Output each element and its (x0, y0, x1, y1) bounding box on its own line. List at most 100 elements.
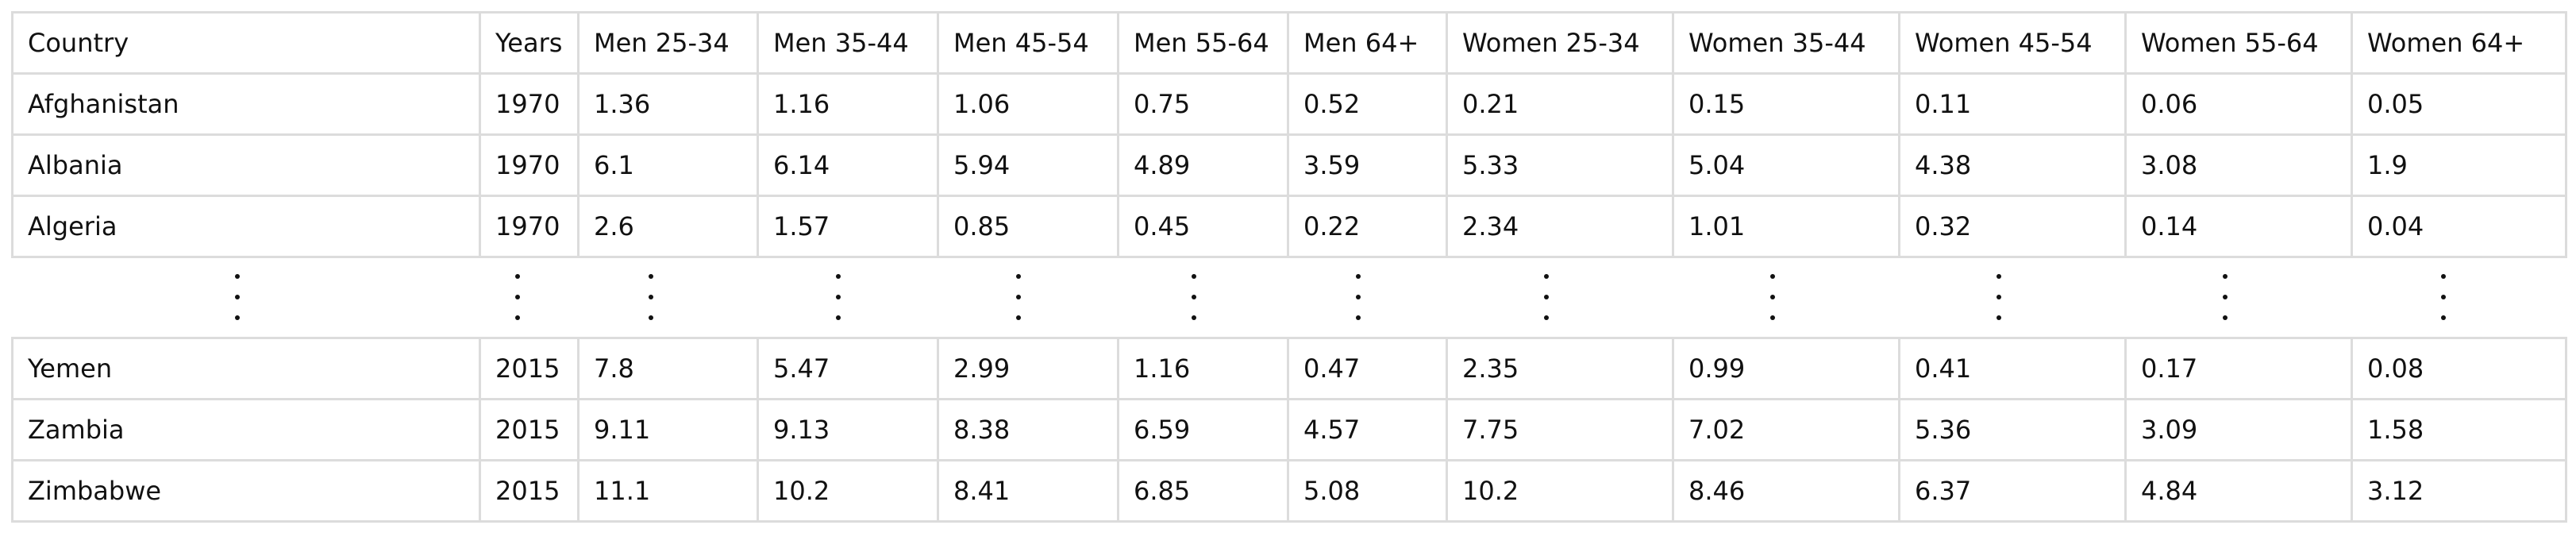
table-cell: 1970 (479, 72, 580, 136)
table-cell: 2015 (479, 459, 580, 523)
table-cell: 1.16 (757, 72, 939, 136)
table-cell: 0.15 (1672, 72, 1900, 136)
table-cell: 9.11 (577, 398, 759, 461)
vertical-ellipsis-icon (1015, 274, 1021, 320)
table-cell: 5.94 (937, 133, 1119, 197)
table-cell: 5.33 (1446, 133, 1674, 197)
table-cell: 4.57 (1287, 398, 1448, 461)
vertical-ellipsis-icon (835, 274, 841, 320)
vertical-ellipsis-icon (1543, 274, 1549, 320)
table-cell: 1.9 (2351, 133, 2567, 197)
table-cell: 0.47 (1287, 337, 1448, 400)
table-cell: 1970 (479, 133, 580, 197)
data-table: Country Years Men 25-34 Men 35-44 Men 45… (11, 11, 2567, 523)
table-row: Albania 1970 6.1 6.14 5.94 4.89 3.59 5.3… (11, 133, 2567, 197)
table-cell: 0.45 (1117, 195, 1289, 258)
table-cell: 1.57 (757, 195, 939, 258)
table-cell: 6.59 (1117, 398, 1289, 461)
table-cell: 7.02 (1672, 398, 1900, 461)
table-cell: 9.13 (757, 398, 939, 461)
column-header-women-55-64: Women 55-64 (2124, 11, 2353, 75)
table-cell: 8.41 (937, 459, 1119, 523)
table-cell: 0.52 (1287, 72, 1448, 136)
column-header-men-55-64: Men 55-64 (1117, 11, 1289, 75)
table-cell: 2015 (479, 337, 580, 400)
table-cell: 3.08 (2124, 133, 2353, 197)
table-cell: 0.06 (2124, 72, 2353, 136)
table-row: Afghanistan 1970 1.36 1.16 1.06 0.75 0.5… (11, 72, 2567, 136)
table-cell: 8.38 (937, 398, 1119, 461)
vertical-ellipsis-icon (1355, 274, 1361, 320)
table-cell: 0.21 (1446, 72, 1674, 136)
table-cell: 0.04 (2351, 195, 2567, 258)
table-cell: Zambia (11, 398, 481, 461)
column-header-women-35-44: Women 35-44 (1672, 11, 1900, 75)
column-header-men-35-44: Men 35-44 (757, 11, 939, 75)
column-header-women-25-34: Women 25-34 (1446, 11, 1674, 75)
ellipsis-row (12, 256, 2566, 339)
table-cell: 7.8 (577, 337, 759, 400)
table-row: Yemen 2015 7.8 5.47 2.99 1.16 0.47 2.35 … (11, 337, 2567, 400)
vertical-ellipsis-icon (1996, 274, 2001, 320)
table-cell: 1.16 (1117, 337, 1289, 400)
table-cell: 1.58 (2351, 398, 2567, 461)
table-cell: 1.36 (577, 72, 759, 136)
table-cell: 1.06 (937, 72, 1119, 136)
table-cell: 2.34 (1446, 195, 1674, 258)
table-cell: 0.14 (2124, 195, 2353, 258)
table-cell: Yemen (11, 337, 481, 400)
table-cell: 4.84 (2124, 459, 2353, 523)
table-cell: 0.22 (1287, 195, 1448, 258)
table-cell: Afghanistan (11, 72, 481, 136)
table-cell: 0.08 (2351, 337, 2567, 400)
column-header-country: Country (11, 11, 481, 75)
table-cell: 3.09 (2124, 398, 2353, 461)
table-cell: Zimbabwe (11, 459, 481, 523)
vertical-ellipsis-icon (234, 274, 240, 320)
table-cell: 4.38 (1898, 133, 2127, 197)
vertical-ellipsis-icon (648, 274, 653, 320)
header-row: Country Years Men 25-34 Men 35-44 Men 45… (11, 11, 2567, 75)
table-row: Zambia 2015 9.11 9.13 8.38 6.59 4.57 7.7… (11, 398, 2567, 461)
vertical-ellipsis-icon (514, 274, 520, 320)
table-cell: 0.17 (2124, 337, 2353, 400)
vertical-ellipsis-icon (1191, 274, 1196, 320)
table-cell: 8.46 (1672, 459, 1900, 523)
table-cell: 0.75 (1117, 72, 1289, 136)
table-cell: 3.12 (2351, 459, 2567, 523)
table-cell: 2.35 (1446, 337, 1674, 400)
table-cell: 1.01 (1672, 195, 1900, 258)
table-cell: 5.04 (1672, 133, 1900, 197)
table-cell: 5.47 (757, 337, 939, 400)
table-row: Algeria 1970 2.6 1.57 0.85 0.45 0.22 2.3… (11, 195, 2567, 258)
table-cell: 3.59 (1287, 133, 1448, 197)
column-header-men-64-plus: Men 64+ (1287, 11, 1448, 75)
table-cell: 10.2 (757, 459, 939, 523)
table-cell: 0.05 (2351, 72, 2567, 136)
table-cell: 5.36 (1898, 398, 2127, 461)
table-cell: 0.85 (937, 195, 1119, 258)
column-header-women-45-54: Women 45-54 (1898, 11, 2127, 75)
table-cell: 6.14 (757, 133, 939, 197)
table-cell: 0.99 (1672, 337, 1900, 400)
vertical-ellipsis-icon (2440, 274, 2446, 320)
table-cell: 10.2 (1446, 459, 1674, 523)
table-cell: 2.6 (577, 195, 759, 258)
table-cell: 0.32 (1898, 195, 2127, 258)
column-header-years: Years (479, 11, 580, 75)
data-table-container: Country Years Men 25-34 Men 35-44 Men 45… (11, 11, 2567, 523)
table-cell: 1970 (479, 195, 580, 258)
table-cell: 6.37 (1898, 459, 2127, 523)
table-cell: 6.85 (1117, 459, 1289, 523)
table-cell: 11.1 (577, 459, 759, 523)
vertical-ellipsis-icon (2222, 274, 2228, 320)
table-cell: 2015 (479, 398, 580, 461)
table-row: Zimbabwe 2015 11.1 10.2 8.41 6.85 5.08 1… (11, 459, 2567, 523)
table-cell: Albania (11, 133, 481, 197)
table-cell: Algeria (11, 195, 481, 258)
table-cell: 7.75 (1446, 398, 1674, 461)
table-cell: 4.89 (1117, 133, 1289, 197)
table-cell: 2.99 (937, 337, 1119, 400)
table-cell: 5.08 (1287, 459, 1448, 523)
table-cell: 0.11 (1898, 72, 2127, 136)
